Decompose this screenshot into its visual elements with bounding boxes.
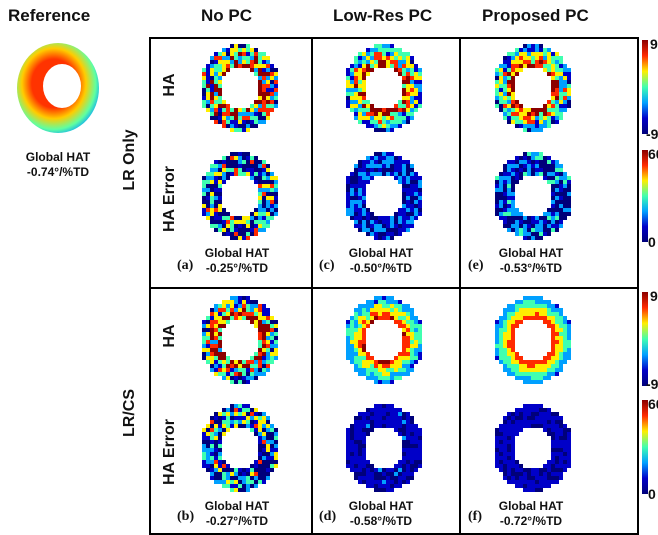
colorbar-err-bottom-min: 0	[648, 486, 656, 502]
panel-f-hat-value: -0.72°/%TD	[499, 514, 563, 528]
colorbar-ha-top	[642, 40, 648, 134]
colorbar-ha-top-min: -90	[646, 126, 658, 142]
panel-f-hat-title: Global HAT	[498, 499, 564, 513]
colorbar-err-bottom-max: 60°	[648, 396, 658, 412]
panel-d-hat-title: Global HAT	[348, 499, 414, 513]
colorbar-ha-bottom	[642, 292, 648, 386]
map-ha-proposed-pc-cs	[495, 296, 571, 384]
map-err-low-res-pc-cs	[346, 404, 422, 492]
header-low-res-pc: Low-Res PC	[333, 6, 433, 25]
grid-divider-2	[459, 39, 461, 533]
sub-label-ha-1: HA	[161, 73, 178, 97]
map-ha-low-res-pc-lr	[346, 44, 422, 132]
reference-hat-value: -0.74°/%TD	[26, 165, 90, 179]
panel-c-hat: Global HAT -0.50°/%TD	[336, 246, 426, 276]
row-label-lr-only: LR Only	[121, 129, 138, 191]
colorbar-err-top	[642, 150, 648, 242]
panel-b-hat: Global HAT -0.27°/%TD	[192, 499, 282, 529]
panel-a-hat-value: -0.25°/%TD	[205, 261, 269, 275]
header-no-pc: No PC	[201, 6, 252, 25]
colorbar-ha-top-max: 90°	[650, 36, 658, 52]
panel-f-hat: Global HAT -0.72°/%TD	[486, 499, 576, 529]
reference-global-hat: Global HAT -0.74°/%TD	[10, 150, 106, 180]
reference-hat-title: Global HAT	[25, 150, 91, 164]
panel-b-hat-title: Global HAT	[204, 499, 270, 513]
panel-letter-a: (a)	[177, 258, 194, 273]
header-reference: Reference	[8, 6, 91, 25]
map-err-low-res-pc-lr	[346, 152, 422, 240]
panel-letter-f: (f)	[468, 509, 482, 524]
colorbar-err-top-min: 0	[648, 234, 656, 250]
panel-e-hat: Global HAT -0.53°/%TD	[486, 246, 576, 276]
panel-b-hat-value: -0.27°/%TD	[205, 514, 269, 528]
map-ha-proposed-pc-lr	[495, 44, 571, 132]
panel-a-hat-title: Global HAT	[204, 246, 270, 260]
results-grid	[149, 37, 639, 535]
sub-label-ha-2: HA	[161, 324, 178, 348]
grid-divider-h	[151, 287, 637, 289]
row-label-lr-cs: LR/CS	[121, 389, 138, 437]
panel-d-hat-value: -0.58°/%TD	[349, 514, 413, 528]
map-err-proposed-pc-cs	[495, 404, 571, 492]
panel-e-hat-value: -0.53°/%TD	[499, 261, 563, 275]
panel-letter-d: (d)	[319, 509, 337, 524]
colorbar-err-bottom	[642, 400, 648, 494]
reference-ha-map	[17, 43, 99, 133]
colorbar-err-top-max: 60°	[648, 146, 658, 162]
sub-label-ha-error-1: HA Error	[161, 165, 178, 233]
panel-letter-b: (b)	[177, 509, 195, 524]
map-ha-low-res-pc-cs	[346, 296, 422, 384]
colorbar-ha-bottom-min: -90	[646, 376, 658, 392]
map-err-no-pc-lr	[202, 152, 278, 240]
map-err-proposed-pc-lr	[495, 152, 571, 240]
header-proposed-pc: Proposed PC	[482, 6, 589, 25]
colorbar-ha-bottom-max: 90°	[650, 288, 658, 304]
panel-c-hat-value: -0.50°/%TD	[349, 261, 413, 275]
sub-label-ha-error-2: HA Error	[161, 418, 178, 486]
map-ha-no-pc-lr	[202, 44, 278, 132]
panel-letter-c: (c)	[319, 258, 335, 273]
grid-divider-1	[311, 39, 313, 533]
panel-d-hat: Global HAT -0.58°/%TD	[336, 499, 426, 529]
map-err-no-pc-cs	[202, 404, 278, 492]
panel-e-hat-title: Global HAT	[498, 246, 564, 260]
panel-c-hat-title: Global HAT	[348, 246, 414, 260]
map-ha-no-pc-cs	[202, 296, 278, 384]
panel-a-hat: Global HAT -0.25°/%TD	[192, 246, 282, 276]
panel-letter-e: (e)	[468, 258, 484, 273]
